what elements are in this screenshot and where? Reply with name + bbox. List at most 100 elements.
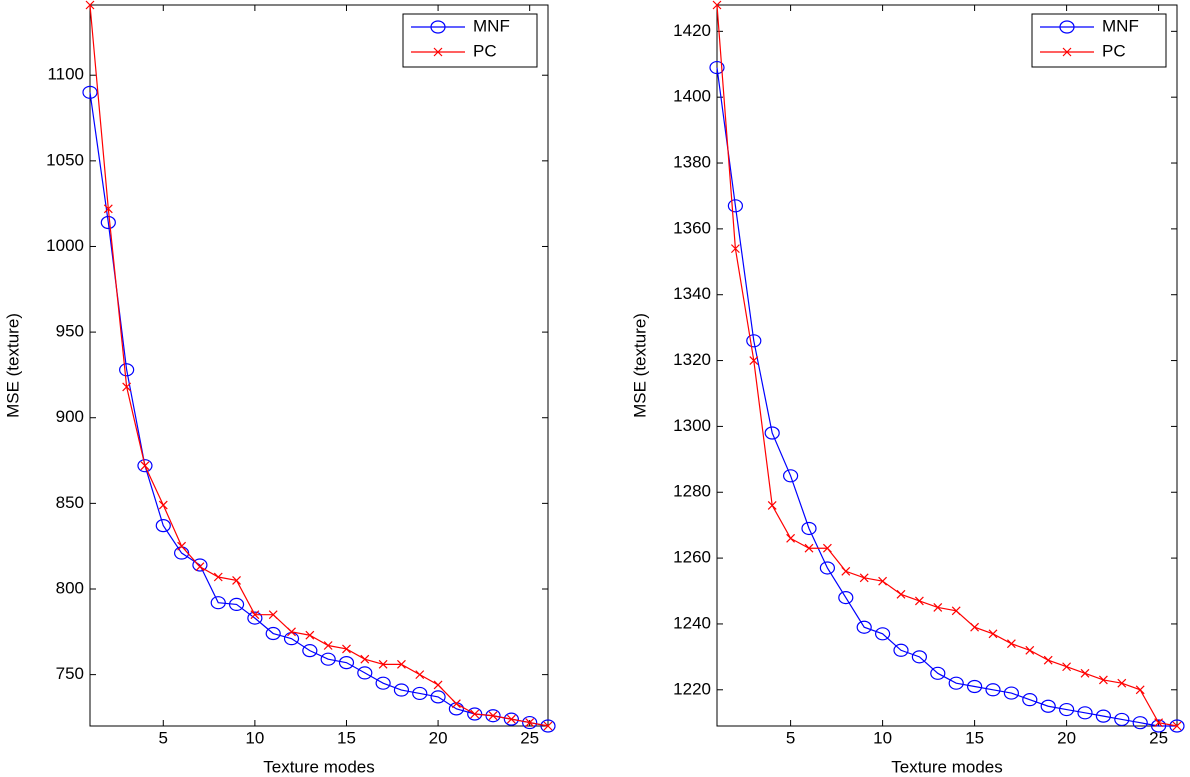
marker-cross	[232, 576, 241, 585]
x-tick-label: 10	[873, 728, 892, 747]
marker-cross	[951, 606, 961, 616]
marker-circle	[320, 652, 336, 666]
x-tick-label: 15	[965, 728, 984, 747]
y-tick-label: 1100	[47, 65, 84, 84]
marker-cross	[712, 0, 722, 10]
marker-cross	[1154, 718, 1164, 728]
marker-cross	[749, 356, 759, 365]
legend-label: MNF	[1102, 16, 1139, 35]
x-tick-label: 20	[1057, 728, 1076, 747]
marker-circle	[782, 469, 799, 483]
y-tick-label: 1280	[673, 482, 711, 501]
marker-cross	[1117, 678, 1127, 688]
marker-circle	[1040, 699, 1056, 713]
marker-circle	[467, 707, 483, 721]
marker-circle	[265, 626, 281, 641]
marker-cross	[305, 630, 315, 640]
x-tick-label: 20	[429, 728, 448, 747]
marker-cross	[1006, 639, 1016, 649]
marker-cross	[1062, 662, 1072, 672]
y-tick-label: 1300	[673, 416, 711, 435]
marker-cross	[213, 572, 223, 582]
marker-cross	[1172, 721, 1182, 731]
marker-cross	[804, 543, 814, 553]
marker-circle	[503, 712, 519, 726]
marker-cross	[177, 541, 187, 551]
x-tick-label: 25	[520, 728, 539, 747]
marker-circle	[1095, 709, 1112, 723]
marker-cross	[268, 610, 278, 620]
marker-cross	[488, 711, 498, 721]
marker-cross	[195, 562, 205, 572]
marker-cross	[360, 654, 370, 664]
marker-circle	[137, 459, 153, 473]
y-tick-label: 750	[56, 664, 84, 683]
marker-cross	[342, 644, 351, 654]
marker-circle	[247, 611, 263, 625]
series-line	[89, 92, 549, 727]
marker-circle	[412, 686, 428, 701]
marker-circle	[801, 521, 817, 536]
marker-cross	[250, 610, 260, 620]
marker-circle	[540, 719, 556, 733]
marker-cross	[525, 718, 535, 727]
marker-circle	[966, 679, 983, 694]
y-tick-label: 1340	[673, 284, 711, 303]
x-tick-label: 15	[337, 728, 356, 747]
marker-circle	[430, 690, 446, 704]
marker-cross	[859, 573, 869, 583]
marker-cross	[1043, 655, 1053, 665]
marker-cross	[158, 500, 168, 510]
x-axis-label: Texture modes	[263, 757, 375, 776]
x-tick-label: 25	[1149, 728, 1168, 747]
marker-cross	[988, 629, 998, 639]
y-tick-label: 1380	[673, 153, 711, 172]
marker-circle	[911, 650, 928, 664]
legend-label: PC	[1102, 41, 1126, 60]
legend-label: PC	[473, 41, 497, 60]
marker-cross	[1025, 645, 1035, 655]
marker-circle	[930, 666, 946, 680]
x-tick-label: 10	[245, 728, 264, 747]
marker-circle	[283, 632, 300, 646]
marker-circle	[100, 215, 116, 230]
marker-cross	[786, 533, 796, 543]
marker-circle	[155, 519, 171, 533]
marker-circle	[1003, 686, 1020, 700]
marker-circle	[375, 676, 391, 690]
marker-circle	[1150, 719, 1167, 733]
marker-cross	[1098, 675, 1108, 685]
x-tick-label: 5	[159, 728, 168, 747]
marker-circle	[709, 60, 725, 75]
marker-circle	[948, 676, 964, 690]
y-tick-label: 800	[56, 578, 84, 597]
marker-circle	[819, 561, 836, 575]
y-tick-label: 900	[56, 407, 84, 426]
marker-circle	[393, 683, 410, 697]
series-line	[716, 67, 1177, 727]
marker-cross	[822, 543, 832, 553]
marker-cross	[543, 721, 553, 731]
marker-circle	[119, 363, 135, 377]
marker-circle	[302, 644, 318, 658]
marker-circle	[746, 334, 762, 348]
y-tick-label: 1400	[673, 87, 711, 106]
legend-marker	[1062, 47, 1072, 57]
marker-cross	[1135, 685, 1145, 695]
marker-cross	[933, 603, 943, 612]
marker-circle	[1132, 716, 1148, 730]
marker-cross	[914, 596, 924, 606]
marker-circle	[210, 596, 226, 610]
marker-cross	[378, 659, 388, 669]
marker-circle	[1077, 706, 1093, 720]
legend-label: MNF	[473, 16, 510, 35]
legend-box	[402, 13, 538, 68]
marker-circle	[192, 558, 208, 572]
series-line	[716, 4, 1178, 727]
x-tick-label: 5	[786, 728, 795, 747]
y-tick-label: 1260	[673, 548, 711, 567]
marker-circle	[357, 666, 373, 680]
marker-circle	[82, 85, 98, 99]
marker-circle	[522, 715, 538, 730]
